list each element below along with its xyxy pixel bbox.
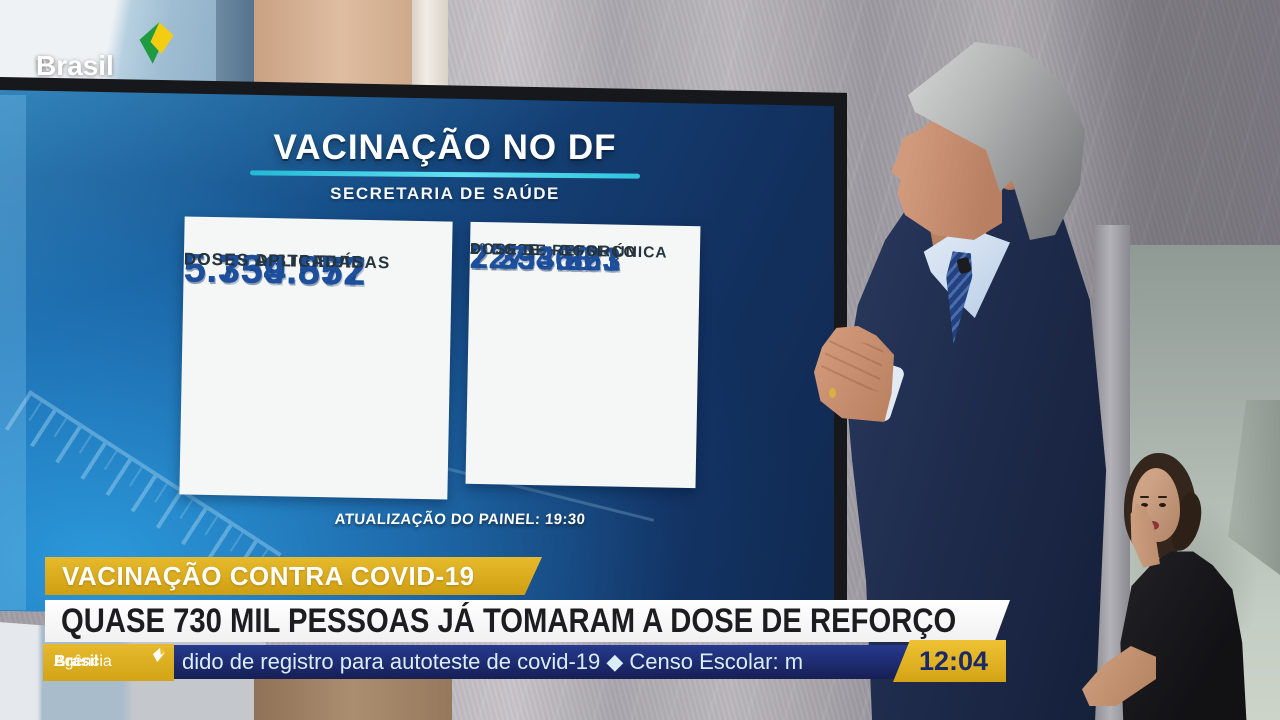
interpreter-eye [1159, 503, 1166, 507]
topic-banner-text: VACINAÇÃO CONTRA COVID-19 [62, 561, 475, 591]
stat-dose-reforco: 727.468 DOSE DE REFORÇO [470, 238, 700, 277]
topic-banner: VACINAÇÃO CONTRA COVID-19 [45, 557, 542, 595]
interpreter-brow [1140, 496, 1149, 498]
wood-wall-panel [254, 0, 412, 96]
tv-brasil-kite-icon [139, 22, 174, 64]
stat-label: DOSES APLICADAS [183, 249, 365, 272]
tv-brasil-logo: tv Brasil [36, 18, 206, 88]
white-wall-pillar [412, 0, 448, 96]
panel-subtitle: SECRETARIA DE SAÚDE [330, 184, 560, 203]
headline-banner-text: QUASE 730 MIL PESSOAS JÁ TOMARAM A DOSE … [61, 602, 957, 640]
news-ticker: dido de registro para autoteste de covid… [174, 645, 940, 679]
news-ticker-text: dido de registro para autoteste de covid… [182, 649, 804, 674]
monitor-screen-glare [0, 95, 26, 610]
stats-card-left: 5.739.877 DOSES DISTRIBUÍDAS 5.354.552 D… [179, 216, 453, 500]
interpreter-brow [1158, 496, 1167, 498]
agencia-brasil-logo: Agência Brasil [43, 644, 174, 681]
agency-bold: Brasil [54, 653, 99, 670]
interpreter-eye [1141, 503, 1148, 507]
panel-update-note: ATUALIZAÇÃO DO PAINEL: 19:30 [334, 511, 586, 528]
agency-light: Agência [54, 653, 112, 670]
stat-label: DOSE DE REFORÇO [469, 240, 637, 262]
presenter-hands [814, 326, 894, 422]
presenter-ring [829, 388, 836, 398]
logo-brand: Brasil [36, 50, 114, 81]
panel-title: VACINAÇÃO NO DF [273, 128, 617, 167]
headline-banner: QUASE 730 MIL PESSOAS JÁ TOMARAM A DOSE … [45, 600, 1010, 642]
stat-doses-aplicadas: 5.354.552 DOSES APLICADAS [183, 246, 452, 293]
logo-tv: tv [36, 50, 54, 76]
studio-desk [254, 679, 452, 720]
stats-card-right: 2.393.263 1ª DOSE 2.233.821 2ª DOSE + DO… [465, 221, 701, 489]
agencia-brasil-kite-icon [152, 648, 166, 662]
flag-seam [216, 0, 254, 96]
clock-badge: 12:04 [893, 640, 1006, 682]
clock-time: 12:04 [918, 646, 989, 676]
